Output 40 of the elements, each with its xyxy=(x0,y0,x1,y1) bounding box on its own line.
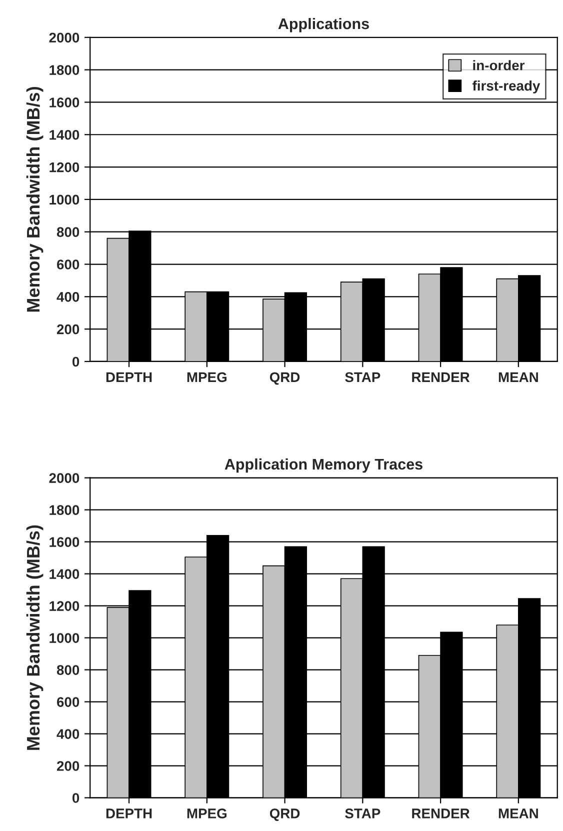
y-tick-label: 1000 xyxy=(50,633,80,643)
y-tick-label: 800 xyxy=(56,227,80,238)
y-tick-label: 1800 xyxy=(50,505,80,515)
x-tick-label: QRD xyxy=(270,372,300,385)
x-tick-label: QRD xyxy=(270,808,300,821)
y-tick-label: 600 xyxy=(57,697,80,707)
y-tick-label: 400 xyxy=(56,729,80,739)
chart-title: Application Memory Traces xyxy=(224,458,422,473)
y-tick-label: 800 xyxy=(56,665,80,675)
y-axis-title: Memory Bandwidth (MB/s) xyxy=(26,86,44,312)
x-tick-label: MPEG xyxy=(187,808,226,818)
y-tick-label: 200 xyxy=(56,761,80,771)
legend-label: first-ready xyxy=(472,80,540,94)
y-tick-label: 200 xyxy=(56,324,80,334)
legend-label: in-order xyxy=(473,60,525,70)
y-tick-label: 0 xyxy=(72,356,80,367)
x-tick-label: STAP xyxy=(345,808,380,818)
x-tick-label: RENDER xyxy=(412,372,470,382)
y-tick-label: 2000 xyxy=(49,473,80,483)
y-tick-label: 2000 xyxy=(49,32,80,43)
x-tick-label: MEAN xyxy=(498,808,538,818)
y-tick-label: 1600 xyxy=(50,98,80,108)
x-tick-label: RENDER xyxy=(412,808,470,818)
y-tick-label: 1200 xyxy=(50,601,80,611)
y-tick-label: 400 xyxy=(56,292,80,302)
y-tick-label: 1400 xyxy=(50,569,80,579)
y-tick-label: 0 xyxy=(72,793,80,803)
x-tick-label: DEPTH xyxy=(106,372,152,382)
x-tick-label: MPEG xyxy=(187,372,226,382)
y-tick-label: 1200 xyxy=(50,162,80,172)
y-tick-label: 1800 xyxy=(50,65,80,75)
y-tick-label: 1400 xyxy=(50,130,80,140)
x-tick-label: STAP xyxy=(345,372,380,382)
x-tick-label: MEAN xyxy=(498,372,538,382)
y-tick-label: 1600 xyxy=(50,537,80,547)
y-tick-label: 600 xyxy=(57,260,80,270)
y-axis-title: Memory Bandwidth (MB/s) xyxy=(26,525,44,750)
x-tick-label: DEPTH xyxy=(106,808,152,818)
y-tick-label: 1000 xyxy=(50,194,80,205)
chart-title: Applications xyxy=(278,18,369,32)
